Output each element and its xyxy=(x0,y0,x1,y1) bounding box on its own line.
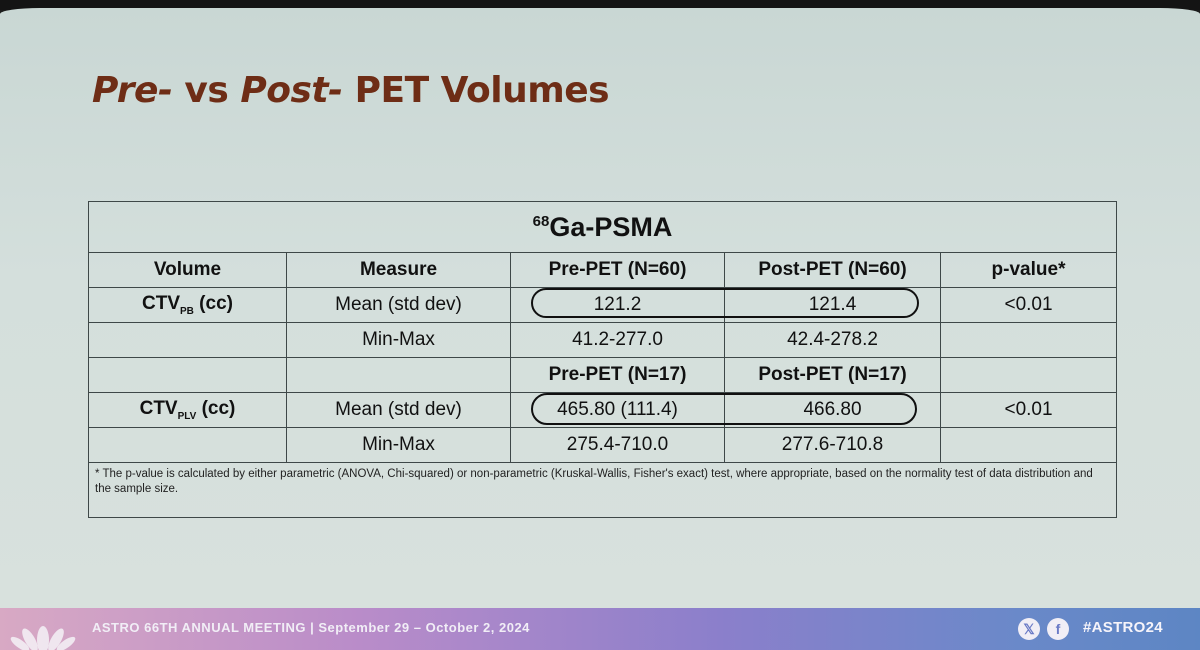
group1-minmax-pre: 41.2-277.0 xyxy=(510,322,725,358)
table-row: Min-Max 41.2-277.0 42.4-278.2 xyxy=(88,322,1118,358)
header2-post: Post-PET (N=17) xyxy=(724,357,941,393)
group1-label-sub: PB xyxy=(180,306,194,317)
table-section-row: 68Ga-PSMA xyxy=(87,201,1118,253)
header-volume: Volume xyxy=(88,252,287,288)
footnote-row: * The p-value is calculated by either pa… xyxy=(87,462,1118,518)
top-dark-edge xyxy=(0,0,1200,10)
group2-minmax-pre: 275.4-710.0 xyxy=(510,427,725,463)
table-row: Min-Max 275.4-710.0 277.6-710.8 xyxy=(88,427,1118,463)
header2-empty-3 xyxy=(939,357,1118,393)
group1-minmax-post: 42.4-278.2 xyxy=(724,322,941,358)
group2-pvalue: <0.01 xyxy=(939,392,1118,428)
group2-pvalue-empty xyxy=(939,427,1118,463)
meeting-info: ASTRO 66TH ANNUAL MEETING | September 29… xyxy=(92,620,530,635)
header2-empty-2 xyxy=(286,357,511,393)
header-pre: Pre-PET (N=60) xyxy=(510,252,725,288)
slide: Pre- vs Post- PET Volumes 68Ga-PSMA Volu… xyxy=(0,8,1200,610)
group1-mean-label: Mean (std dev) xyxy=(286,287,511,323)
section-title: Ga-PSMA xyxy=(549,211,673,242)
group1-mean-post: 121.4 xyxy=(724,287,941,323)
hashtag: #ASTRO24 xyxy=(1083,619,1163,636)
header-row: Volume Measure Pre-PET (N=60) Post-PET (… xyxy=(88,252,1118,288)
group2-empty xyxy=(88,427,287,463)
group2-minmax-label: Min-Max xyxy=(286,427,511,463)
group2-mean-post: 466.80 xyxy=(724,392,941,428)
isotope-mass: 68 xyxy=(532,212,550,230)
group1-empty xyxy=(88,322,287,358)
footnote: * The p-value is calculated by either pa… xyxy=(87,462,1118,518)
title-rest: PET Volumes xyxy=(342,70,610,111)
group2-label-unit: (cc) xyxy=(196,398,236,419)
header2-pre: Pre-PET (N=17) xyxy=(510,357,725,393)
group1-mean-pre-value: 121.2 xyxy=(593,294,642,315)
pet-volume-table: 68Ga-PSMA Volume Measure Pre-PET (N=60) … xyxy=(87,201,1118,518)
header-measure: Measure xyxy=(286,252,511,288)
group2-mean-pre-value: 465.80 (111.4) xyxy=(557,399,678,420)
group2-label-main: CTV xyxy=(139,398,178,419)
header2-row: Pre-PET (N=17) Post-PET (N=17) xyxy=(88,357,1118,393)
group2-label-sub: PLV xyxy=(177,411,197,422)
header2-empty-1 xyxy=(88,357,287,393)
group1-label: CTVPB (cc) xyxy=(88,287,287,323)
group1-label-main: CTV xyxy=(142,293,180,314)
group2-mean-label: Mean (std dev) xyxy=(286,392,511,428)
group1-label-unit: (cc) xyxy=(193,293,233,314)
group1-minmax-label: Min-Max xyxy=(286,322,511,358)
group1-pvalue: <0.01 xyxy=(939,287,1118,323)
section-title-cell: 68Ga-PSMA xyxy=(87,201,1118,253)
title-pre: Pre- xyxy=(92,70,173,111)
table-container: 68Ga-PSMA Volume Measure Pre-PET (N=60) … xyxy=(87,201,1118,518)
title-post: Post- xyxy=(240,70,343,111)
header-pvalue: p-value* xyxy=(939,252,1118,288)
x-icon[interactable]: 𝕏 xyxy=(1018,618,1040,640)
table-row: CTVPLV (cc) Mean (std dev) 465.80 (111.4… xyxy=(88,392,1118,428)
group1-pvalue-empty xyxy=(939,322,1118,358)
astro-logo-icon xyxy=(10,626,76,650)
table-row: CTVPB (cc) Mean (std dev) 121.2 121.4 <0… xyxy=(88,287,1118,323)
footer-bar: ASTRO 66TH ANNUAL MEETING | September 29… xyxy=(0,608,1200,650)
title-vs: vs xyxy=(172,70,241,111)
group1-mean-pre: 121.2 xyxy=(510,287,919,323)
group2-mean-pre: 465.80 (111.4) xyxy=(510,392,917,428)
facebook-icon[interactable]: f xyxy=(1047,618,1069,640)
slide-title: Pre- vs Post- PET Volumes xyxy=(92,70,610,111)
header-post: Post-PET (N=60) xyxy=(724,252,941,288)
group2-label: CTVPLV (cc) xyxy=(88,392,287,428)
group2-minmax-post: 277.6-710.8 xyxy=(724,427,941,463)
